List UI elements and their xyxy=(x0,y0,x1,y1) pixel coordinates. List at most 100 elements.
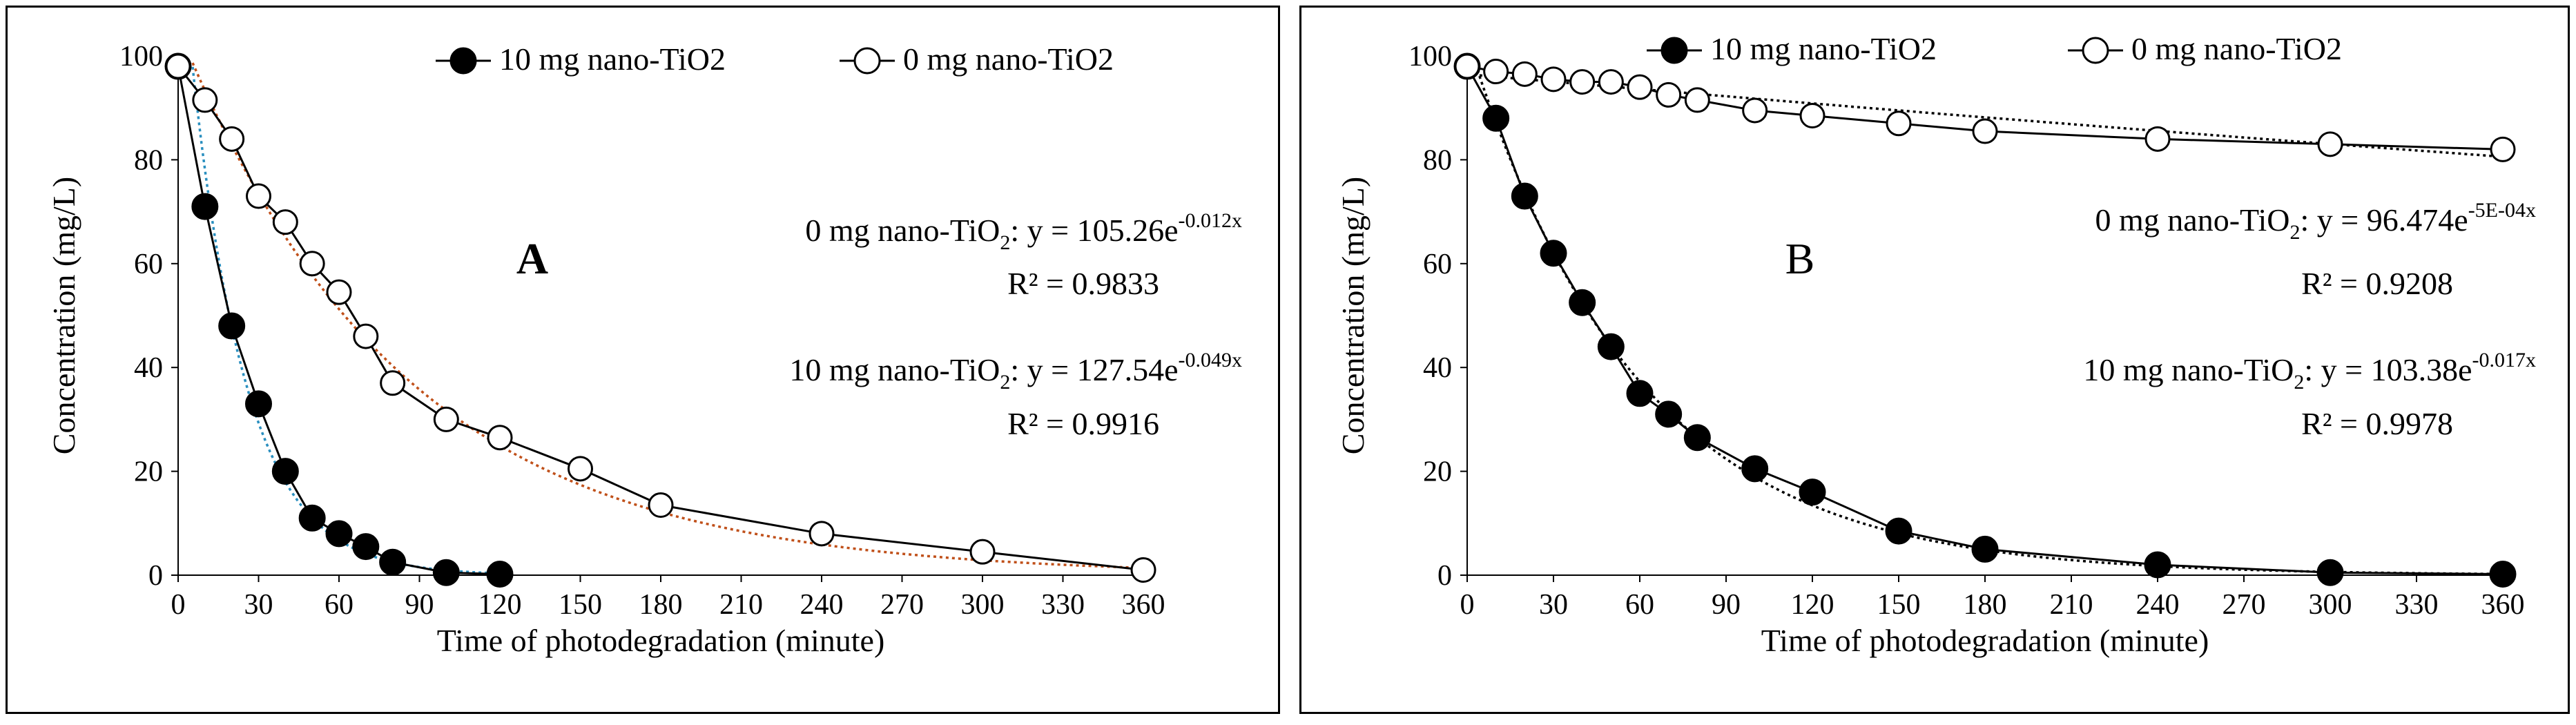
data-point xyxy=(299,251,325,277)
data-point xyxy=(487,425,513,451)
data-point xyxy=(326,279,352,305)
data-point xyxy=(379,548,407,576)
x-tick-label: 360 xyxy=(1122,589,1165,621)
data-point xyxy=(1741,455,1769,483)
panel-b: 0 20 40 60 80 100 0 30 60 90 120 150 180 210 240 270 300… xyxy=(1299,6,2570,714)
x-tick-label: 150 xyxy=(1877,589,1921,621)
x-tick-label: 180 xyxy=(1964,589,2007,621)
equation-mid: : y = xyxy=(2304,352,2370,387)
equation-exp: -0.012x xyxy=(1179,209,1243,232)
data-point xyxy=(648,492,674,518)
panel-label: A xyxy=(516,234,548,283)
data-point xyxy=(1799,478,1826,506)
data-point xyxy=(1598,69,1624,95)
data-point xyxy=(1569,289,1596,316)
data-point xyxy=(1684,87,1710,113)
data-point xyxy=(1656,81,1682,108)
x-tick-label: 330 xyxy=(1041,589,1085,621)
equation-label: 0 mg nano-TiO2: y = 105.26e-0.012x xyxy=(805,209,1242,254)
data-point xyxy=(325,520,353,548)
data-point xyxy=(433,406,459,432)
data-point xyxy=(1511,182,1538,210)
data-point xyxy=(191,193,219,220)
y-tick-label: 100 xyxy=(1408,41,1452,72)
data-point xyxy=(219,126,245,152)
data-point xyxy=(1683,424,1711,452)
series-line-1 xyxy=(1466,65,2504,151)
data-point xyxy=(1971,535,1999,563)
data-point xyxy=(1569,69,1596,95)
x-tick-label: 60 xyxy=(325,589,354,621)
x-tick-label: 300 xyxy=(2309,589,2352,621)
data-point xyxy=(380,370,406,396)
data-point xyxy=(1540,66,1567,93)
equation-exp: -5E-04x xyxy=(2468,199,2536,222)
data-point xyxy=(1655,400,1683,428)
equation-base: 103.38e xyxy=(2371,352,2472,387)
equation-exp: -0.049x xyxy=(1179,349,1243,371)
data-point xyxy=(1799,102,1826,128)
x-tick-label: 90 xyxy=(1712,589,1741,621)
data-point xyxy=(1540,240,1567,267)
equation-label: 10 mg nano-TiO2: y = 103.38e-0.017x xyxy=(2083,349,2536,394)
data-point xyxy=(1483,59,1509,85)
y-tick-label: 60 xyxy=(1423,249,1452,280)
equation-sub: 2 xyxy=(1000,371,1010,394)
x-tick-label: 270 xyxy=(2222,589,2266,621)
x-tick-label: 210 xyxy=(2050,589,2093,621)
equation-prefix: 10 mg nano-TiO xyxy=(789,352,1000,387)
x-tick-label: 0 xyxy=(1460,589,1475,621)
x-axis-title: Time of photodegradation (minute) xyxy=(1761,623,2209,658)
equation-base: 127.54e xyxy=(1077,352,1179,387)
y-tick-label: 0 xyxy=(148,560,163,592)
x-tick-label: 30 xyxy=(1539,589,1568,621)
data-point xyxy=(568,456,593,482)
equation-sub: 2 xyxy=(2290,221,2301,244)
data-point xyxy=(486,560,514,588)
data-point xyxy=(1454,53,1480,79)
x-tick-label: 120 xyxy=(1791,589,1834,621)
data-point xyxy=(192,87,218,113)
data-point xyxy=(246,183,271,209)
y-tick-label: 0 xyxy=(1437,560,1452,592)
legend-marker xyxy=(449,47,477,75)
equation-base: 96.474e xyxy=(2367,202,2468,238)
chart-b: 0 20 40 60 80 100 0 30 60 90 120 150 180 210 240 270 300… xyxy=(1335,31,2536,658)
data-point xyxy=(2316,559,2344,586)
x-axis-title: Time of photodegradation (minute) xyxy=(437,623,885,658)
x-tick-label: 240 xyxy=(800,589,844,621)
data-point xyxy=(808,521,835,547)
x-tick-label: 270 xyxy=(880,589,924,621)
data-point xyxy=(218,312,246,340)
legend-label: 0 mg nano-TiO2 xyxy=(903,41,1114,77)
x-tick-label: 0 xyxy=(171,589,186,621)
data-point xyxy=(1511,61,1538,87)
data-point xyxy=(2489,560,2517,588)
y-tick-label: 60 xyxy=(134,249,163,280)
data-point xyxy=(1130,557,1156,583)
data-point xyxy=(2144,126,2171,152)
y-tick-label: 20 xyxy=(1423,456,1452,488)
equation-prefix: 10 mg nano-TiO xyxy=(2083,352,2294,387)
data-point xyxy=(1482,104,1510,132)
data-point xyxy=(272,209,298,235)
r-squared-label: R² = 0.9978 xyxy=(2301,406,2453,441)
y-tick-label: 40 xyxy=(134,352,163,384)
chart-a: 0 20 40 60 80 100 0 30 60 90 120 150 180 210 240 270 300… xyxy=(46,41,1243,658)
trendline-1 xyxy=(191,62,1144,570)
equation-mid: : y = xyxy=(1010,213,1076,248)
x-tick-label: 30 xyxy=(244,589,273,621)
x-tick-label: 360 xyxy=(2481,589,2525,621)
data-point xyxy=(2144,551,2171,579)
data-point xyxy=(432,559,460,586)
legend-marker xyxy=(853,47,881,75)
y-tick-label: 80 xyxy=(1423,144,1452,176)
data-point xyxy=(245,390,272,418)
panel-a: 0 20 40 60 80 100 0 30 60 90 120 150 180 210 240 270 300… xyxy=(6,6,1280,714)
data-point xyxy=(271,458,299,485)
data-point xyxy=(353,323,379,349)
legend-marker xyxy=(2082,37,2109,64)
r-squared-label: R² = 0.9833 xyxy=(1007,266,1159,301)
data-point xyxy=(1885,517,1912,545)
data-point xyxy=(352,533,380,561)
